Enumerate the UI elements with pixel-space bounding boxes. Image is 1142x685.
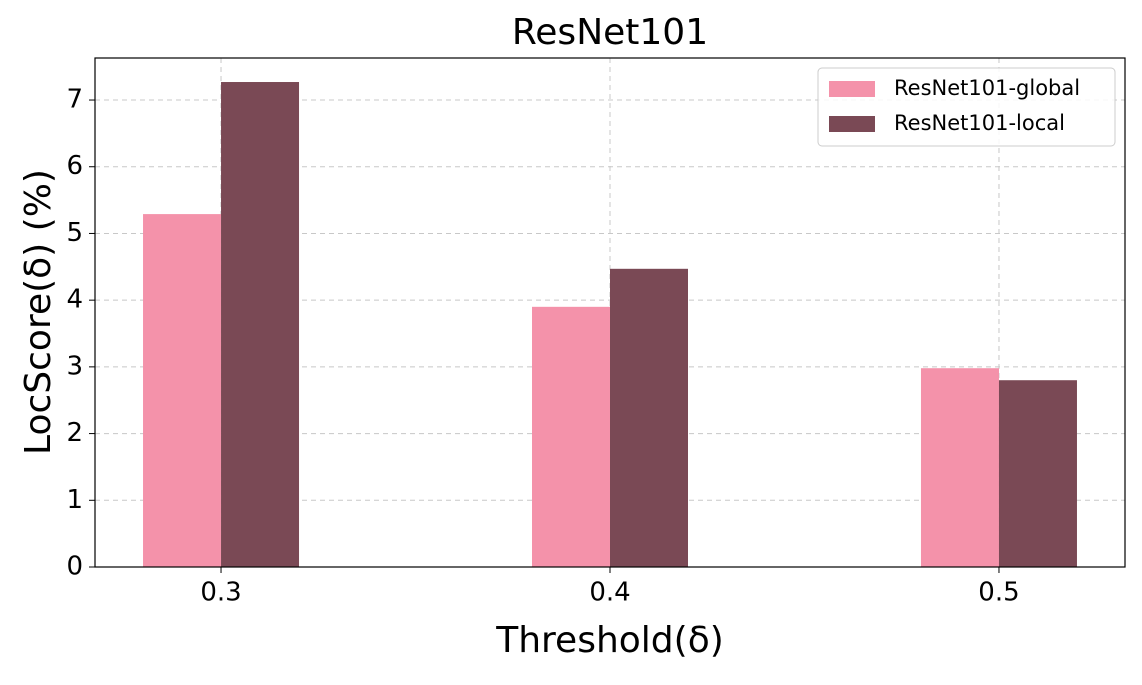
legend-swatch bbox=[829, 81, 875, 97]
y-tick-label: 5 bbox=[66, 218, 83, 248]
y-tick-label: 3 bbox=[66, 351, 83, 381]
bar bbox=[532, 306, 610, 567]
legend: ResNet101-global ResNet101-local bbox=[817, 67, 1116, 147]
legend-swatch bbox=[829, 116, 875, 132]
legend-label: ResNet101-local bbox=[894, 111, 1065, 135]
chart-title: ResNet101 bbox=[512, 12, 708, 53]
y-tick-label: 0 bbox=[66, 552, 83, 582]
legend-label: ResNet101-global bbox=[894, 76, 1080, 100]
legend-frame bbox=[817, 67, 1116, 147]
y-tick-label: 7 bbox=[66, 85, 83, 115]
y-axis-label: LocScore(δ) (%) bbox=[18, 169, 59, 455]
bar bbox=[221, 82, 300, 568]
bar bbox=[998, 380, 1077, 567]
bar bbox=[143, 214, 222, 567]
x-tick-label: 0.4 bbox=[589, 578, 630, 608]
x-tick-label: 0.3 bbox=[200, 578, 241, 608]
x-axis-label: Threshold(δ) bbox=[495, 620, 724, 661]
bar bbox=[610, 268, 688, 567]
x-tick-label: 0.5 bbox=[978, 578, 1019, 608]
bar bbox=[920, 368, 999, 567]
y-tick-label: 4 bbox=[66, 285, 83, 315]
y-tick-label: 1 bbox=[66, 485, 83, 515]
y-tick-label: 6 bbox=[66, 151, 83, 181]
plot-frame bbox=[94, 57, 1126, 568]
y-tick-label: 2 bbox=[66, 418, 83, 448]
